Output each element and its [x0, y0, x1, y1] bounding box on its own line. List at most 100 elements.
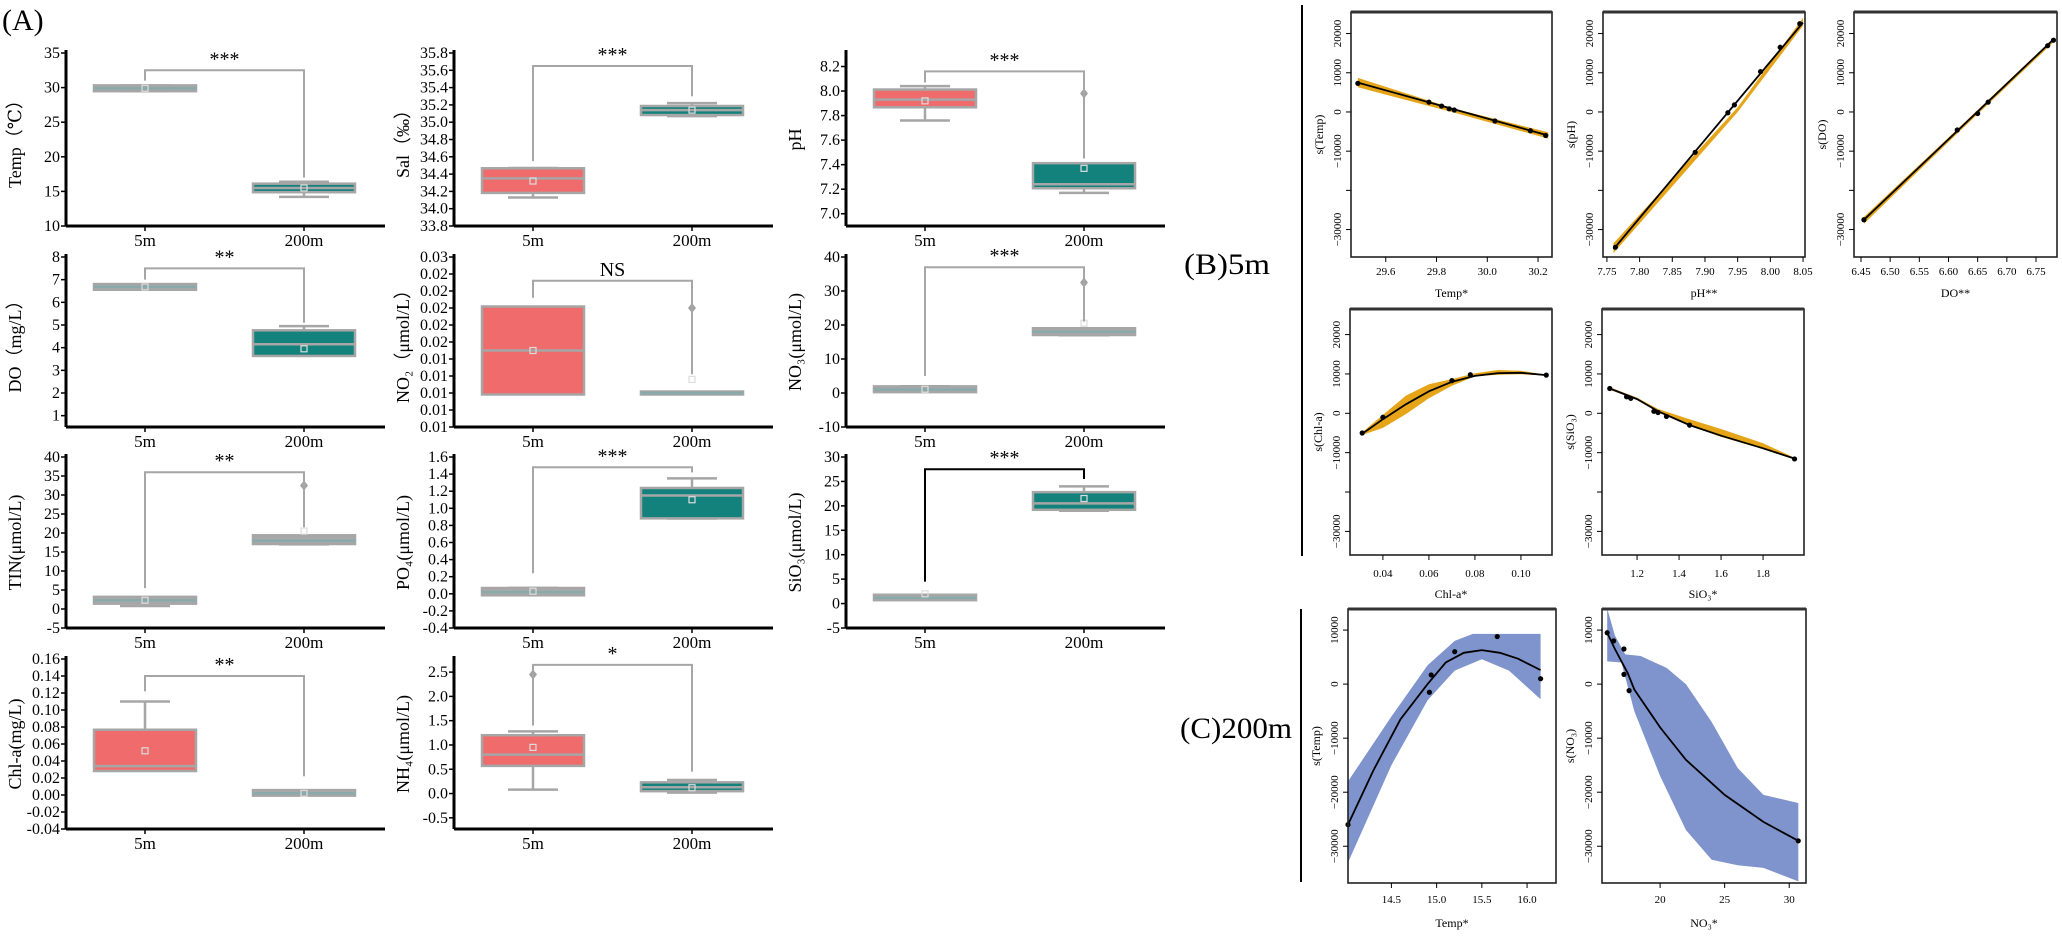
x-tick-label: 30.2	[1528, 266, 1547, 278]
y-tick-label: 8.2	[820, 58, 840, 75]
x-tick-label: 5m	[134, 231, 156, 250]
y-axis-label: NO₃(μmol/L)	[785, 293, 806, 391]
chart-b_chla: −30000 −10000 0 10000 20000 0.04 0.06 0.08 0.10 s…	[1311, 307, 1553, 601]
smooth-curve	[1612, 22, 1804, 250]
y-tick-label: 0.01	[420, 402, 448, 419]
x-tick-label: 6.75	[2026, 266, 2046, 278]
x-tick-label: 1.4	[1672, 568, 1686, 580]
y-tick-label: 40	[44, 449, 60, 466]
x-tick-label: 0.08	[1465, 568, 1485, 580]
chart-ph: 7.0 7.2 7.4 7.6 7.8 8.0 8.2 pH 5m 200m ***	[785, 49, 1165, 250]
y-tick-label: 0.06	[32, 736, 60, 753]
y-tick-label: 30	[44, 80, 60, 97]
x-tick-label: 200m	[1065, 432, 1104, 451]
data-point	[1359, 430, 1365, 436]
y-tick-label: 0	[832, 596, 840, 613]
chart-po4: -0.4-0.20.00.20.40.60.81.01.21.41.6 PO₄(μ…	[393, 445, 773, 652]
y-tick-label: 20	[824, 317, 840, 334]
panel-label-b: (B)5m	[1184, 248, 1270, 281]
x-tick-label: 5m	[134, 432, 156, 451]
y-axis-label: Chl-a(mg/L)	[5, 699, 26, 790]
x-tick-label: 5m	[522, 432, 544, 451]
y-tick-label: 35.6	[420, 62, 448, 79]
chart-tin: -5 0 5 10 15 20 25 30 35 40 TIN(μmol/L) 5m 200m **	[5, 449, 385, 652]
box-200m	[639, 477, 745, 520]
x-axis-label: Temp*	[1435, 916, 1468, 930]
significance-label: ***	[210, 48, 240, 70]
chart-c_no3: −30000 −20000 −10000 0 10000 20 25 30 s(NO₃) NO₃*	[1563, 607, 1807, 930]
x-tick-label: 200m	[673, 633, 712, 652]
y-tick-label: 8	[52, 249, 60, 266]
mean-marker	[141, 84, 149, 92]
data-point	[2045, 43, 2051, 49]
data-point	[1757, 68, 1764, 75]
box-5m	[480, 586, 586, 597]
y-axis-label: DO（mg/L）	[5, 292, 25, 393]
y-tick-label: 0.14	[32, 668, 60, 685]
y-tick-label: 35.2	[420, 97, 448, 114]
y-tick-label: 0	[1583, 681, 1595, 687]
y-tick-label: 1.2	[428, 483, 448, 500]
y-tick-label: 7.6	[820, 132, 840, 149]
box-200m	[251, 324, 357, 358]
y-tick-label: 20000	[1331, 320, 1343, 348]
data-point	[1607, 385, 1613, 392]
y-tick-label: 33.8	[420, 218, 448, 235]
y-tick-label: 35	[44, 45, 60, 62]
mean-marker	[921, 97, 929, 105]
confidence-band	[1607, 608, 1799, 882]
y-tick-label: -0.4	[423, 620, 448, 637]
data-point	[1612, 244, 1619, 250]
x-tick-label: 29.6	[1376, 266, 1396, 278]
y-tick-label: −10000	[1583, 721, 1595, 755]
y-tick-label: 1.6	[428, 449, 448, 466]
y-axis-label: NO₂（μmol/L）	[393, 281, 413, 403]
y-tick-label: 4	[52, 340, 60, 357]
y-tick-label: 0.01	[420, 351, 448, 368]
y-tick-label: 2	[52, 385, 60, 402]
data-point	[1380, 414, 1386, 420]
data-point	[1731, 102, 1737, 108]
x-tick-label: 20	[1655, 894, 1667, 906]
y-tick-label: −10000	[1835, 134, 1847, 168]
x-tick-label: 29.8	[1427, 266, 1447, 278]
y-tick-label: 10000	[1835, 59, 1847, 87]
data-point	[1451, 107, 1457, 113]
data-point	[1428, 672, 1434, 678]
data-point	[1449, 378, 1455, 384]
box-5m	[480, 166, 586, 199]
significance-bracket	[144, 267, 305, 323]
y-tick-label: 35	[44, 468, 60, 485]
mean-marker	[141, 596, 149, 604]
x-tick-label: 5m	[914, 432, 936, 451]
y-tick-label: 0.16	[32, 651, 60, 668]
x-tick-label: 7.75	[1597, 266, 1617, 278]
y-tick-label: 0.01	[420, 385, 448, 402]
smooth-curve	[1361, 371, 1547, 435]
y-tick-label: -0.5	[423, 810, 448, 827]
x-tick-label: 16.0	[1517, 894, 1537, 906]
data-point	[1692, 149, 1698, 155]
y-tick-label: 0.00	[32, 787, 60, 804]
y-axis-label: TIN(μmol/L)	[5, 495, 26, 591]
plot-frame	[1602, 11, 1806, 258]
significance-bracket	[532, 663, 693, 772]
data-point	[1797, 21, 1803, 27]
smooth-curve	[1347, 649, 1542, 825]
y-tick-label: 0.03	[420, 249, 448, 266]
significance-bracket	[924, 70, 1085, 159]
chart-chla: -0.04-0.020.000.020.040.060.080.100.120.…	[5, 651, 385, 853]
box-5m	[92, 282, 198, 292]
y-tick-label: 20000	[1332, 19, 1344, 47]
y-tick-label: 1.0	[428, 500, 448, 517]
x-axis-label: Chl-a*	[1435, 587, 1468, 601]
mean-marker	[300, 184, 308, 192]
mean-marker	[529, 177, 537, 185]
data-point	[1452, 649, 1458, 655]
chart-temp: 10 15 20 25 30 35 Temp（℃） 5m 200m ***	[5, 45, 385, 250]
y-tick-label: 2.5	[428, 664, 448, 681]
y-tick-label: 20	[44, 149, 60, 166]
y-tick-label: 1.4	[428, 466, 448, 483]
data-point	[1446, 106, 1452, 112]
mean-marker	[300, 789, 308, 797]
